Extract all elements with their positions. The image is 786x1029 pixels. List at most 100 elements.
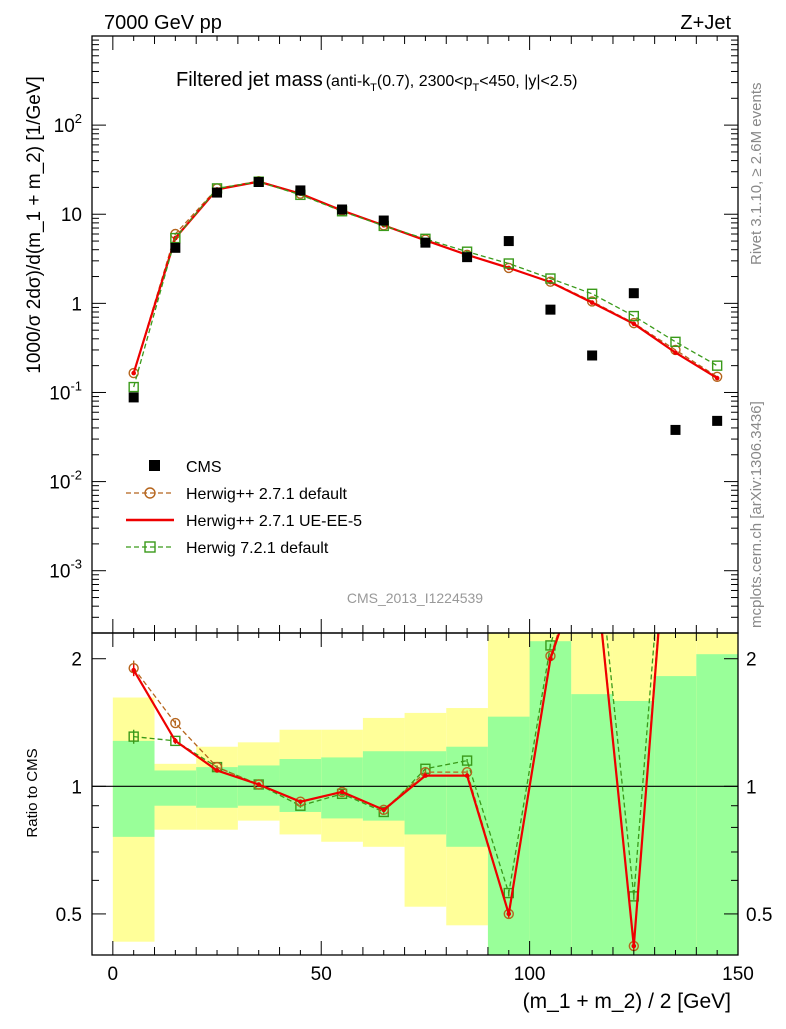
ratio-series-group	[128, 633, 660, 952]
series-point	[503, 258, 514, 269]
ratio-band-green	[529, 641, 572, 955]
ratio-point	[381, 807, 387, 813]
series-point	[714, 375, 720, 381]
series-point	[673, 350, 678, 355]
series-point	[628, 310, 640, 322]
cms-data-point	[462, 252, 473, 263]
series-point	[548, 279, 553, 285]
y-axis-label: 1000/σ 2dσ)/d(m_1 + m_2) [1/GeV]	[24, 76, 45, 374]
series-point	[170, 232, 181, 244]
cms-data-point	[503, 236, 514, 247]
cms-data-point	[545, 304, 556, 315]
cms-data-point	[628, 288, 639, 299]
ratio-point	[214, 768, 220, 773]
ratio-point	[548, 656, 553, 662]
legend-marker	[144, 541, 156, 553]
series-point	[711, 371, 723, 382]
cms-data-point	[337, 204, 348, 215]
ratio-point	[631, 943, 637, 949]
legend: CMS Herwig++ 2.7.1 default Herwig++ 2.7.1 …	[126, 459, 362, 557]
ratio-band-green	[112, 740, 155, 837]
ratio-point	[339, 789, 345, 795]
cms-data-point	[253, 176, 264, 187]
ratio-band-green	[696, 654, 738, 955]
ratio-point	[461, 755, 473, 766]
chart-title: Filtered jet mass (anti-kT(0.7), 2300<pT<…	[176, 69, 577, 94]
ratio-uncertainty-bands	[112, 633, 738, 955]
series-line	[133, 180, 718, 388]
ratio-band-green	[154, 770, 197, 806]
legend-label: Herwig++ 2.7.1 UE-EE-5	[186, 513, 362, 530]
cms-data-point	[212, 187, 223, 198]
x-tick-label: 150	[722, 964, 754, 985]
cms-data-point	[712, 415, 723, 426]
ratio-point	[131, 667, 136, 673]
rivet-version-text: Rivet 3.1.10, ≥ 2.6M events	[748, 83, 765, 266]
ratio-y-tick-label-left: 1	[71, 777, 82, 798]
ratio-point	[256, 782, 262, 787]
legend-label: CMS	[186, 459, 222, 476]
series-point	[128, 367, 139, 379]
ratio-band-green	[487, 716, 530, 955]
y-tick-label: 10	[61, 205, 82, 226]
series-point	[711, 360, 723, 371]
title-detail-pre: (anti-k	[326, 73, 371, 90]
legend-label: Herwig 7.2.1 default	[186, 540, 329, 557]
ratio-band-green	[196, 767, 238, 808]
x-axis-label: (m_1 + m_2) / 2 [GeV]	[523, 990, 731, 1013]
series-point	[670, 336, 681, 348]
title-detail-sub2: T	[473, 82, 480, 94]
title-detail-sub1: T	[370, 82, 377, 94]
legend-label: Herwig++ 2.7.1 default	[186, 486, 348, 503]
legend-marker	[144, 487, 156, 499]
cms-data-point	[587, 350, 598, 361]
ratio-band-green	[654, 676, 697, 955]
y-tick-label: 10-2	[49, 468, 82, 494]
ratio-point	[170, 717, 181, 729]
ratio-point	[423, 773, 428, 778]
ratio-y-tick-label-right: 0.5	[746, 905, 772, 926]
ratio-point	[173, 738, 178, 744]
title-detail-post: <450, |y|<2.5)	[479, 73, 577, 90]
legend-marker	[149, 460, 160, 471]
ratio-frame	[91, 632, 739, 956]
analysis-watermark: CMS_2013_I1224539	[347, 590, 483, 606]
title-detail-mid: (0.7), 2300<p	[377, 73, 473, 90]
y-tick-label: 102	[54, 111, 82, 137]
series-point	[589, 300, 595, 305]
ratio-y-tick-label-right: 1	[746, 777, 757, 798]
ratio-y-axis-label: Ratio to CMS	[24, 748, 41, 837]
header-right: Z+Jet	[680, 12, 731, 34]
series-point	[131, 370, 136, 376]
header-left: 7000 GeV pp	[104, 12, 222, 34]
y-tick-label: 1	[71, 294, 82, 315]
ratio-y-tick-label-right: 2	[746, 650, 757, 671]
cms-data-point	[128, 392, 139, 403]
x-tick-label: 50	[311, 964, 332, 985]
ratio-band-green	[612, 700, 655, 955]
series-point	[128, 381, 139, 393]
cms-data-point	[670, 424, 681, 435]
cms-data-point	[420, 237, 431, 248]
ratio-point	[170, 735, 181, 747]
ratio-band-green	[571, 694, 613, 955]
ratio-y-tick-label-left: 0.5	[56, 905, 82, 926]
series-point	[628, 317, 640, 329]
ratio-y-tick-label-left: 2	[71, 650, 82, 671]
series-point	[586, 288, 598, 300]
series-point	[631, 321, 637, 327]
x-tick-label: 0	[108, 964, 119, 985]
ratio-point	[464, 773, 470, 778]
mcplots-reference-text: mcplots.cern.ch [arXiv:1306.3436]	[748, 401, 765, 628]
ratio-point	[298, 799, 303, 804]
axes-group: 0 50 100 150 10-3 10-2 10-1 1 10 102 0.5 0.5 1 1 2 2	[49, 35, 772, 985]
series-point	[545, 273, 556, 284]
ratio-point	[506, 911, 512, 917]
cms-data-point	[378, 215, 389, 226]
ratio-point	[253, 779, 264, 790]
cms-data-point	[295, 185, 306, 196]
y-tick-label: 10-3	[49, 557, 82, 583]
cms-data-point	[170, 242, 181, 253]
ratio-band-green	[404, 751, 447, 835]
